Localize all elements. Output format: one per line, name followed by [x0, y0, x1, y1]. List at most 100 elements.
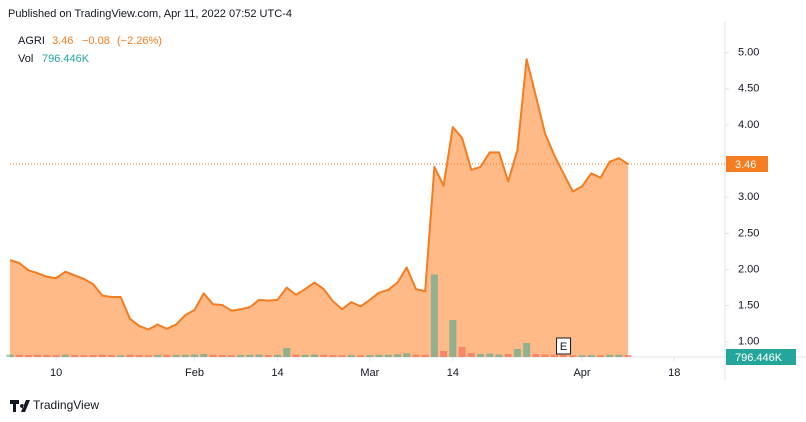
volume-bar	[274, 354, 282, 357]
volume-bar	[596, 355, 604, 357]
volume-bar	[172, 355, 180, 357]
volume-bar	[560, 355, 568, 357]
volume-bar	[357, 355, 365, 357]
volume-bar	[144, 355, 152, 357]
volume-bar	[43, 355, 51, 357]
volume-bar	[606, 354, 614, 357]
volume-bar	[264, 355, 272, 357]
volume-bar	[98, 354, 106, 357]
x-tick-label: 10	[50, 367, 62, 379]
volume-bar	[504, 354, 512, 357]
last-price-badge	[726, 156, 768, 173]
earnings-label: E	[560, 341, 567, 353]
volume-bar	[449, 320, 457, 357]
volume-bar	[107, 355, 115, 357]
volume-bar	[329, 355, 337, 357]
logo-icon	[10, 400, 30, 412]
volume-bar	[486, 353, 494, 357]
volume-bar	[513, 349, 521, 357]
y-tick-label: 4.00	[738, 119, 759, 131]
volume-bar	[292, 354, 300, 357]
publish-header: Published on TradingView.com, Apr 11, 20…	[8, 8, 292, 20]
legend-change-percent: (−2.26%)	[117, 35, 162, 47]
volume-bar	[71, 355, 79, 357]
legend-volume-value: 796.446K	[42, 53, 90, 65]
volume-bar	[347, 355, 355, 357]
volume-bar	[80, 355, 88, 357]
volume-bar	[615, 354, 623, 357]
volume-bar	[227, 355, 235, 357]
volume-bar	[587, 355, 595, 357]
volume-bar	[301, 354, 309, 357]
last-price-label: 3.46	[735, 159, 756, 171]
volume-bar	[89, 355, 97, 357]
volume-bar	[421, 354, 429, 357]
volume-bar	[440, 351, 448, 357]
volume-bar	[34, 354, 42, 357]
volume-bar	[477, 354, 485, 357]
volume-bar	[458, 347, 466, 357]
volume-bar	[430, 274, 438, 357]
volume-bar	[550, 354, 558, 357]
volume-bar	[117, 355, 125, 357]
x-tick-label: Mar	[360, 367, 379, 379]
earnings-marker	[556, 337, 572, 355]
volume-bar	[191, 354, 199, 357]
volume-bar	[283, 348, 291, 357]
y-tick-label: 5.00	[738, 47, 759, 59]
volume-bar	[578, 355, 586, 357]
volume-bar	[569, 355, 577, 357]
footer-logo: TradingView	[10, 398, 99, 412]
y-tick-label: 4.50	[738, 83, 759, 95]
volume-bar	[135, 355, 143, 357]
y-tick-label: 1.50	[738, 300, 759, 312]
y-tick-label: 2.50	[738, 227, 759, 239]
volume-bar	[532, 354, 540, 357]
volume-bar	[24, 355, 32, 357]
y-tick-label: 3.00	[738, 191, 759, 203]
volume-bar	[6, 354, 14, 357]
y-tick-label: 1.00	[738, 336, 759, 348]
x-tick-label: 18	[668, 367, 680, 379]
volume-bar	[467, 353, 475, 357]
volume-bar	[375, 354, 383, 357]
volume-badge	[726, 349, 796, 365]
price-area	[10, 59, 629, 357]
volume-bar	[310, 354, 318, 357]
legend-change: −0.08	[82, 35, 110, 47]
legend-symbol: AGRI	[18, 35, 45, 47]
volume-bar	[61, 354, 69, 357]
x-tick-label: Feb	[185, 367, 204, 379]
legend: AGRI 3.46 −0.08 (−2.26%) Vol 796.446K	[18, 35, 162, 65]
volume-bar	[181, 354, 189, 357]
volume-bar	[237, 355, 245, 357]
x-tick-label: 14	[271, 367, 283, 379]
legend-volume-name: Vol	[18, 53, 33, 65]
volume-bar	[154, 355, 162, 357]
volume-bar	[246, 354, 254, 357]
volume-bar	[523, 343, 531, 357]
x-tick-label: 14	[447, 367, 459, 379]
volume-bar	[403, 353, 411, 357]
volume-bar	[338, 355, 346, 357]
volume-bar	[624, 355, 632, 357]
footer-text: TradingView	[33, 398, 99, 412]
volume-bar	[412, 354, 420, 357]
volume-bar	[200, 354, 208, 357]
volume-bar	[366, 355, 374, 357]
price-line	[9, 58, 629, 331]
volume-bar	[495, 354, 503, 357]
volume-last-label: 796.446K	[735, 352, 783, 364]
volume-bar	[541, 354, 549, 357]
volume-bar	[126, 354, 134, 357]
volume-bar	[218, 355, 226, 357]
x-tick-label: Apr	[573, 367, 590, 379]
plot: E	[6, 58, 725, 357]
volume-bar	[255, 354, 263, 357]
volume-bar	[384, 354, 392, 357]
volume-bar	[393, 354, 401, 357]
y-tick-label: 2.00	[738, 263, 759, 275]
volume-bar	[52, 355, 60, 357]
volume-bar	[15, 354, 23, 357]
volume-bar	[209, 354, 217, 357]
